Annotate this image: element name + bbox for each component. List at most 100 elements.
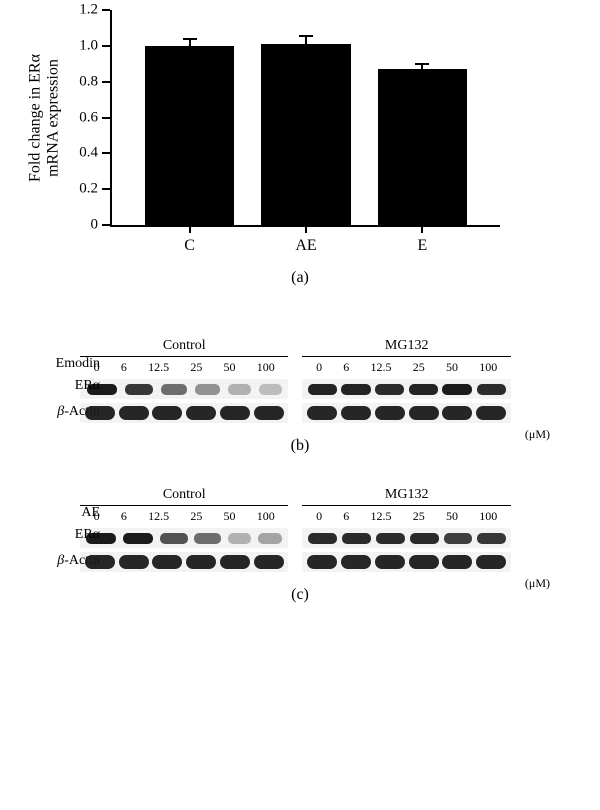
y-tick — [102, 117, 110, 119]
bar — [378, 69, 467, 225]
dose-label: 6 — [121, 360, 127, 375]
band — [152, 555, 182, 569]
error-bar — [189, 39, 191, 46]
panel-a: Fold change in ERα mRNA expression 00.20… — [0, 0, 600, 310]
band — [220, 406, 250, 420]
band — [409, 406, 439, 420]
band — [125, 384, 154, 395]
band-row-er — [80, 379, 288, 399]
y-tick-label: 1.0 — [79, 37, 98, 54]
band — [477, 533, 506, 544]
group-title: MG132 — [302, 487, 510, 503]
dose-label: 6 — [343, 360, 349, 375]
band — [228, 384, 251, 395]
dose-label: 100 — [257, 509, 275, 524]
band — [85, 555, 115, 569]
band — [220, 555, 250, 569]
band — [307, 555, 337, 569]
blot-group: MG1320612.52550100 — [302, 487, 510, 572]
group-rule — [80, 505, 288, 506]
x-tick — [189, 225, 191, 233]
error-cap — [183, 38, 197, 40]
band — [307, 406, 337, 420]
error-bar — [305, 36, 307, 44]
dose-label: 50 — [224, 509, 236, 524]
band-row-actin — [302, 403, 510, 423]
panel-c: AEERαβ-ActinControl0612.52550100MG132061… — [0, 477, 600, 604]
bar — [261, 44, 350, 225]
band — [85, 406, 115, 420]
dose-row: 0612.52550100 — [302, 360, 510, 375]
dose-label: 50 — [224, 360, 236, 375]
drug-label: AE — [30, 505, 100, 521]
band — [442, 384, 472, 395]
group-title: MG132 — [302, 338, 510, 354]
band-row-actin — [80, 403, 288, 423]
dose-label: 6 — [343, 509, 349, 524]
band — [254, 406, 284, 420]
band — [477, 384, 506, 395]
band — [476, 406, 506, 420]
y-tick-label: 0 — [91, 217, 99, 234]
band — [409, 555, 439, 569]
bar-chart: Fold change in ERα mRNA expression 00.20… — [110, 10, 500, 227]
panel-b: EmodinERαβ-ActinControl0612.52550100MG13… — [0, 328, 600, 455]
group-rule — [80, 356, 288, 357]
dose-label: 50 — [446, 509, 458, 524]
group-title: Control — [80, 487, 288, 503]
blot-group: Control 0612.52550100 — [80, 338, 288, 423]
y-tick — [102, 188, 110, 190]
band-row-er — [302, 379, 510, 399]
band-row-actin — [302, 552, 510, 572]
unit-label: (μM) — [525, 576, 550, 592]
x-tick-label: E — [418, 237, 428, 255]
band-row-actin — [80, 552, 288, 572]
band — [308, 384, 338, 395]
band — [341, 406, 371, 420]
dose-label: 6 — [121, 509, 127, 524]
band — [119, 406, 149, 420]
dose-label: 12.5 — [148, 509, 169, 524]
x-tick-label: C — [184, 237, 195, 255]
band — [123, 533, 153, 544]
band — [375, 406, 405, 420]
band — [152, 406, 182, 420]
band — [194, 533, 220, 544]
group-title: Control — [80, 338, 288, 354]
dose-row: 0612.52550100 — [80, 360, 288, 375]
band — [119, 555, 149, 569]
band — [160, 533, 188, 544]
subfigure-label-c: (c) — [30, 586, 570, 604]
blot-group: MG1320612.52550100 — [302, 338, 510, 423]
band — [186, 555, 216, 569]
y-tick — [102, 224, 110, 226]
x-tick — [421, 225, 423, 233]
band — [341, 384, 371, 395]
y-tick — [102, 152, 110, 154]
dose-label: 25 — [413, 360, 425, 375]
dose-label: 50 — [446, 360, 458, 375]
band-row-er — [302, 528, 510, 548]
y-tick — [102, 81, 110, 83]
band — [442, 406, 472, 420]
dose-label: 0 — [316, 509, 322, 524]
band — [409, 384, 439, 395]
band — [375, 555, 405, 569]
subfigure-label-b: (b) — [30, 437, 570, 455]
band — [375, 384, 404, 395]
band — [259, 384, 282, 395]
band — [258, 533, 282, 544]
band — [442, 555, 472, 569]
dose-label: 25 — [190, 509, 202, 524]
group-rule — [302, 356, 510, 357]
band — [341, 555, 371, 569]
dose-row: 0612.52550100 — [80, 509, 288, 524]
y-axis-label: Fold change in ERα mRNA expression — [26, 54, 61, 182]
dose-label: 12.5 — [371, 360, 392, 375]
dose-label: 25 — [413, 509, 425, 524]
bar — [145, 46, 234, 225]
band — [376, 533, 405, 544]
blot-row: Control0612.52550100MG1320612.52550100(μ… — [80, 487, 550, 572]
y-tick-label: 0.6 — [79, 109, 98, 126]
row-label-er: ERα — [30, 378, 100, 394]
